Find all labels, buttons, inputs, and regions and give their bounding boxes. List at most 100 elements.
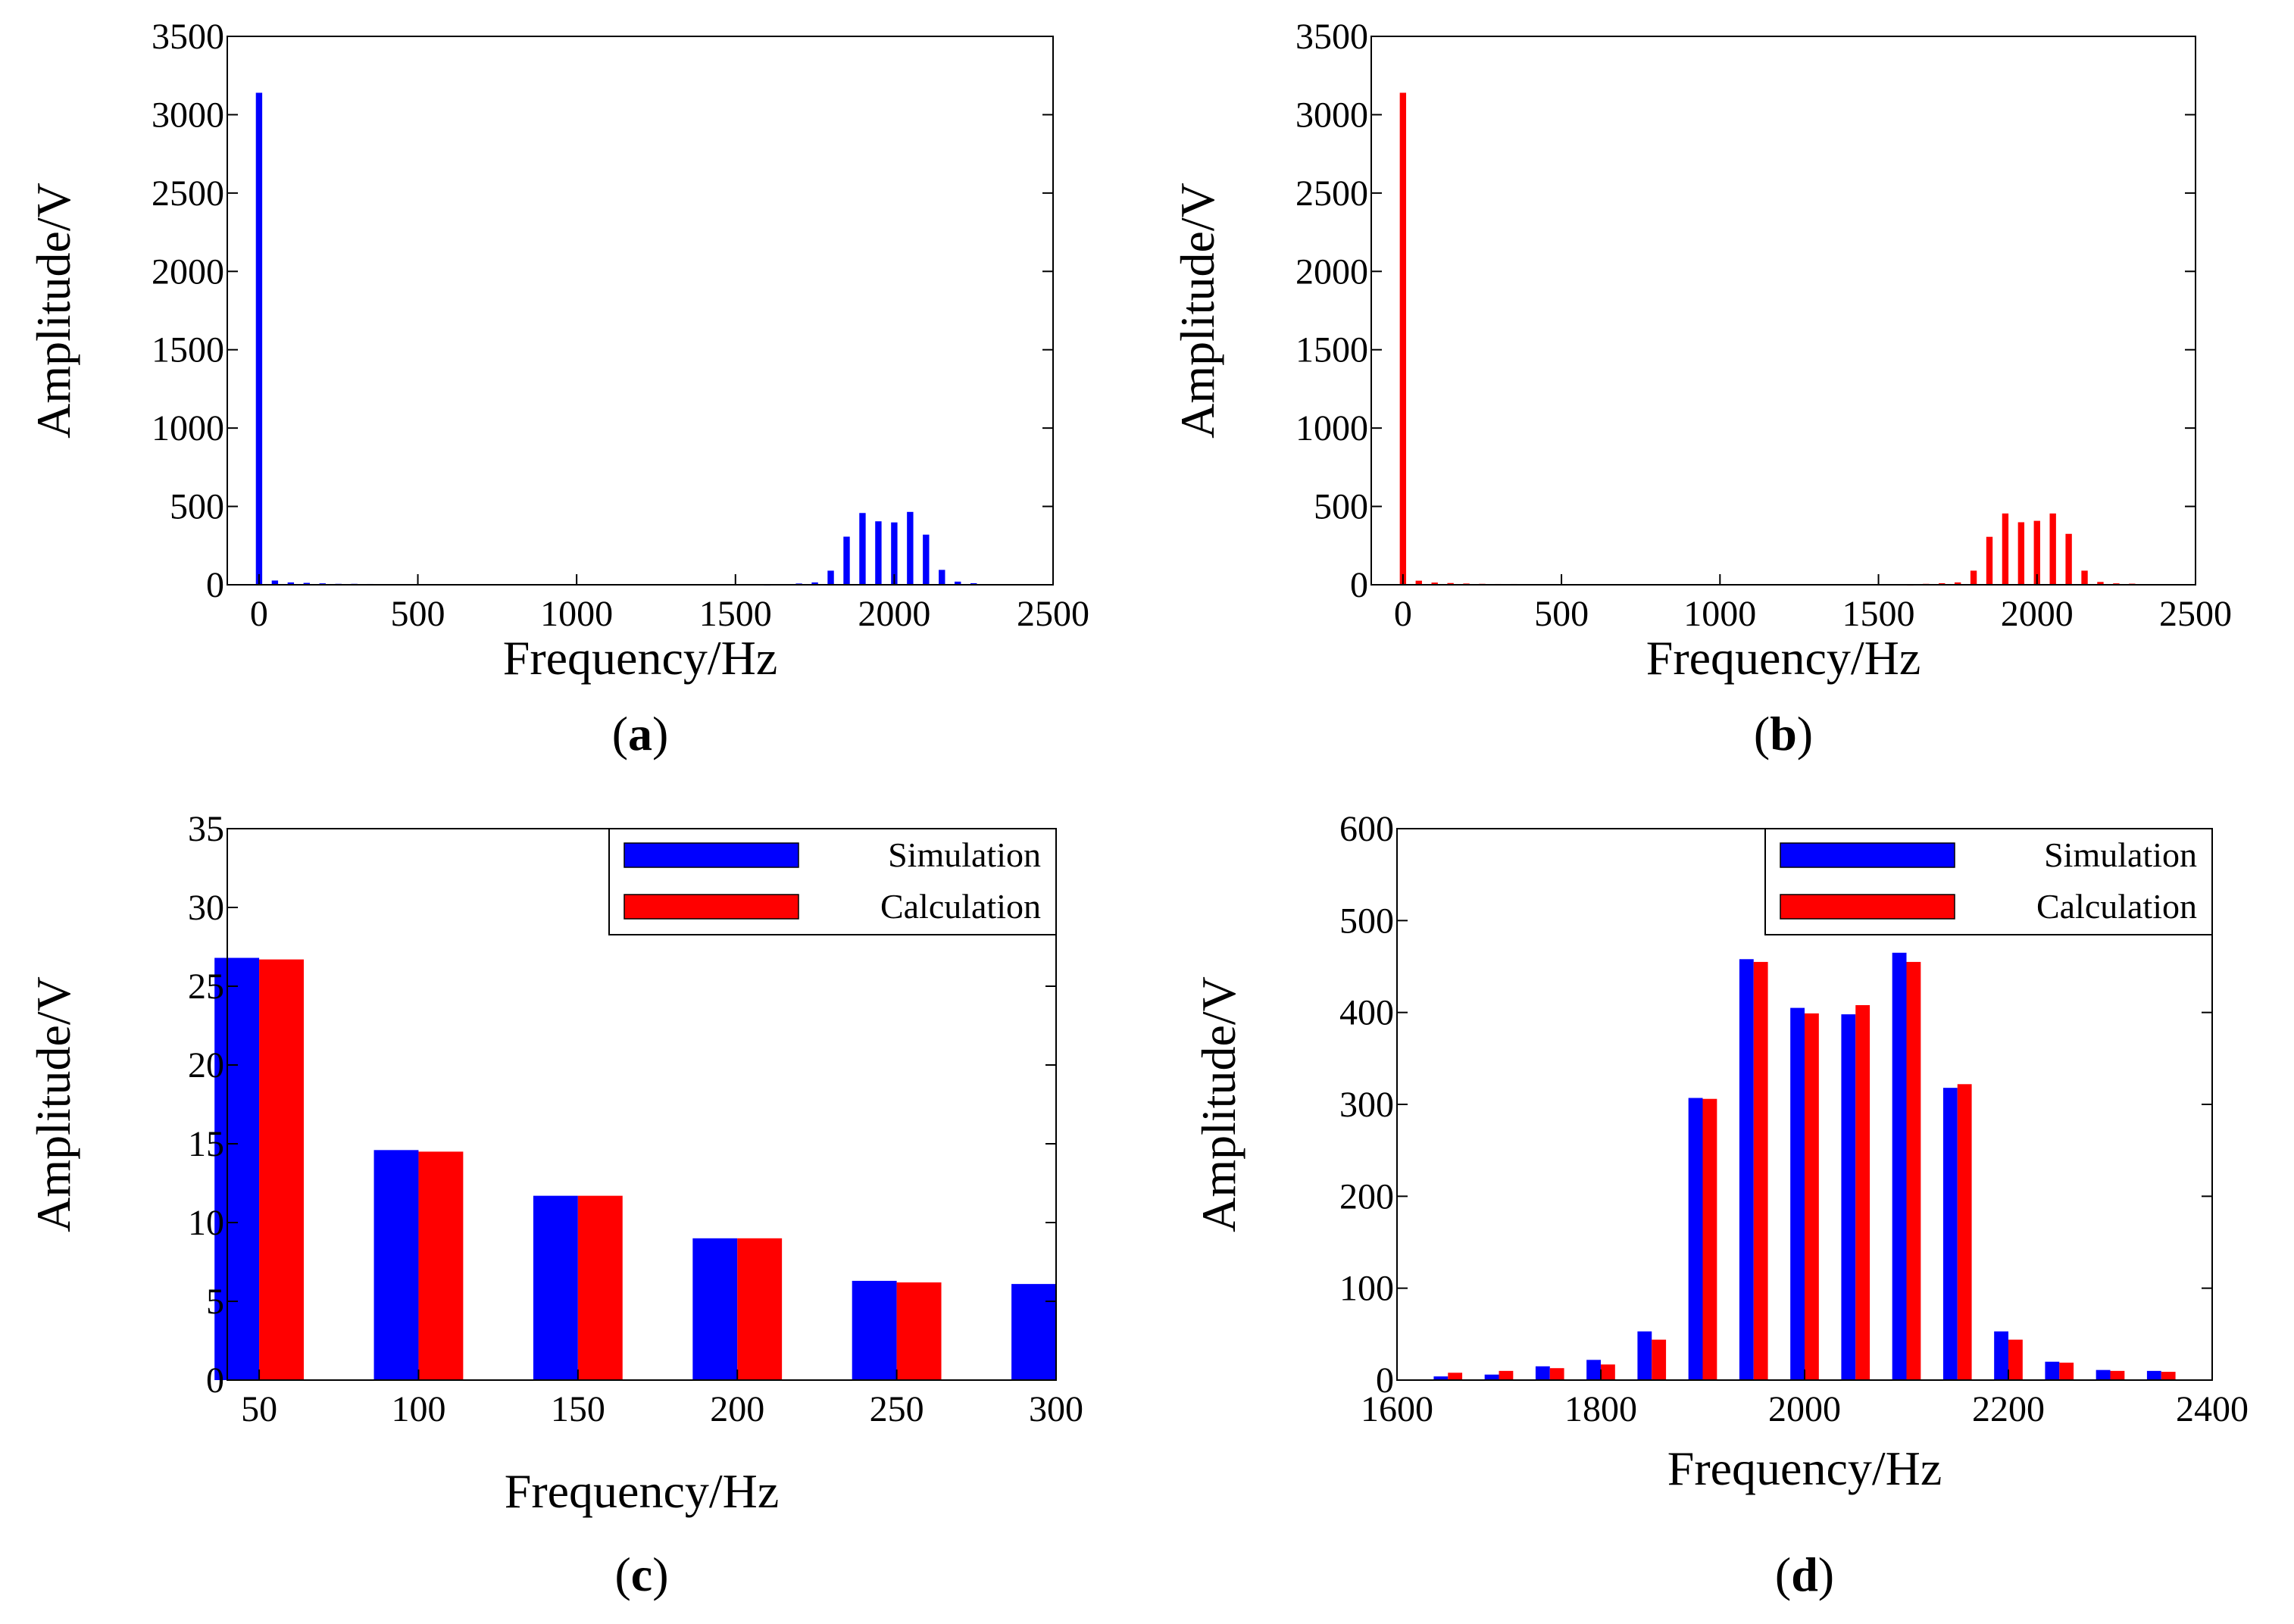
chart-d: 0 100 200 300 400 500 600 1600 1800 2000 2200 2400 F…	[1192, 809, 2249, 1601]
chart-a: 0 500 1000 1500 2000 2500 3000 3500 0 500 1000 1500…	[27, 17, 1089, 760]
xtick-label-100: 100	[391, 1389, 445, 1429]
ytick-label-15: 15	[188, 1124, 224, 1164]
bar-calculation-1750	[1954, 582, 1961, 585]
ytick-label-1500: 1500	[152, 330, 224, 370]
xtick-label-1000: 1000	[540, 594, 613, 634]
xtick-label-2000: 2000	[1768, 1389, 1841, 1429]
bar-simulation-1750	[811, 582, 818, 585]
ytick-label-200: 200	[1339, 1176, 1394, 1216]
bar-simulation-100	[373, 1150, 419, 1380]
bars-b	[1399, 92, 2136, 586]
bar-calculation-1750	[1549, 1368, 1564, 1380]
legend-d: Simulation Calculation	[1764, 828, 2213, 935]
bar-simulation-1850	[843, 536, 850, 585]
bar-calculation-150	[1447, 582, 1454, 585]
xtick-label-1800: 1800	[1564, 1389, 1637, 1429]
bar-simulation-150	[533, 1195, 578, 1380]
ytick-label-2000: 2000	[152, 251, 224, 292]
xtick-label-2500: 2500	[1017, 594, 1089, 634]
bar-calculation-1850	[1986, 536, 1993, 585]
bar-calculation-1950	[1753, 961, 1768, 1380]
bar-calculation-1900	[2002, 513, 2009, 585]
bar-calculation-1700	[1499, 1370, 1514, 1380]
ytick-label-2500: 2500	[152, 173, 224, 214]
bar-simulation-200	[692, 1238, 738, 1380]
caption-b: (b)	[1754, 707, 1813, 760]
xtick-label-300: 300	[1029, 1389, 1083, 1429]
bar-simulation-300	[1011, 1284, 1056, 1380]
bar-calculation-2100	[1906, 961, 1921, 1380]
y-axis-label: Amplitude/V	[27, 183, 80, 439]
bar-calculation-50	[1415, 580, 1422, 585]
bar-calculation-1900	[1702, 1098, 1717, 1380]
xtick-label-2200: 2200	[1972, 1389, 2045, 1429]
plot-frame-a	[227, 36, 1054, 586]
bar-simulation-2300	[2096, 1369, 2111, 1380]
bar-simulation-250	[852, 1280, 897, 1380]
ytick-label-2500: 2500	[1295, 173, 1368, 214]
legend-label-calculation: Calculation	[880, 887, 1041, 926]
bar-simulation-2200	[1994, 1331, 2008, 1380]
y-axis-label: Amplitude/V	[27, 976, 80, 1232]
bar-simulation-2150	[1942, 1088, 1958, 1380]
bar-calculation-2000	[2033, 520, 2040, 585]
chart-c: 0 5 10 15 20 25 30 35 50 100 150 200 250 300 Frequency…	[27, 809, 1083, 1601]
bar-simulation-2000	[1790, 1007, 1805, 1380]
bar-simulation-1650	[1433, 1376, 1449, 1380]
bar-simulation-1750	[1535, 1366, 1550, 1380]
bar-simulation-2000	[891, 522, 898, 585]
bar-calculation-2250	[2059, 1362, 2074, 1380]
x-axis-label: Frequency/Hz	[1646, 631, 1921, 685]
xtick-label-1000: 1000	[1683, 594, 1756, 634]
ytick-label-500: 500	[1339, 901, 1394, 941]
bar-calculation-1950	[2017, 522, 2025, 585]
bar-simulation-1950	[1739, 959, 1754, 1380]
xtick-label-500: 500	[391, 594, 445, 634]
xtick-label-250: 250	[870, 1389, 924, 1429]
y-axis-label: Amplitude/V	[1170, 183, 1224, 439]
ytick-label-3500: 3500	[152, 17, 224, 57]
bar-calculation-2050	[1855, 1004, 1871, 1380]
ytick-label-400: 400	[1339, 993, 1394, 1033]
bar-simulation-2250	[970, 582, 977, 585]
bar-calculation-250	[896, 1282, 942, 1380]
bar-simulation-50	[214, 957, 260, 1380]
legend-c: Simulation Calculation	[608, 828, 1057, 935]
bar-simulation-150	[303, 582, 310, 585]
caption-d: (d)	[1775, 1547, 1834, 1601]
bar-simulation-50	[271, 580, 279, 585]
ytick-label-25: 25	[188, 967, 224, 1007]
ytick-label-20: 20	[188, 1045, 224, 1085]
plot-frame-b	[1370, 36, 2196, 586]
bar-simulation-1800	[1586, 1360, 1601, 1380]
bar-calculation-2150	[2081, 570, 2088, 585]
ytick-label-3000: 3000	[1295, 95, 1368, 135]
ytick-label-0: 0	[1350, 565, 1368, 605]
xtick-label-1500: 1500	[1842, 594, 1915, 634]
legend-swatch-calculation	[1780, 894, 1955, 920]
ytick-label-10: 10	[188, 1203, 224, 1243]
chart-b: 0 500 1000 1500 2000 2500 3000 3500 0 500 1000 1500…	[1170, 17, 2232, 760]
bar-calculation-2100	[2065, 533, 2072, 585]
bar-simulation-2200	[955, 581, 961, 585]
bar-calculation-2300	[2110, 1370, 2125, 1380]
ytick-label-35: 35	[188, 809, 224, 849]
ytick-label-30: 30	[188, 888, 224, 928]
bar-calculation-2150	[1957, 1084, 1972, 1380]
ytick-label-3000: 3000	[152, 95, 224, 135]
bar-simulation-0	[255, 92, 263, 586]
bar-calculation-1650	[1448, 1373, 1463, 1380]
bar-calculation-0	[1399, 92, 1407, 586]
legend-swatch-simulation	[1780, 842, 1955, 868]
bars-a	[255, 92, 993, 586]
xtick-label-2500: 2500	[2159, 594, 2232, 634]
bar-calculation-50	[259, 959, 304, 1380]
bar-calculation-1700	[1939, 582, 1946, 585]
legend-label-simulation: Simulation	[2044, 835, 2197, 874]
bar-simulation-2350	[2146, 1370, 2161, 1380]
x-axis-label: Frequency/Hz	[503, 631, 778, 685]
bar-simulation-2100	[1892, 952, 1907, 1380]
bar-calculation-2350	[2161, 1372, 2176, 1380]
bar-simulation-1700	[1484, 1374, 1499, 1380]
bar-simulation-2150	[939, 570, 945, 585]
